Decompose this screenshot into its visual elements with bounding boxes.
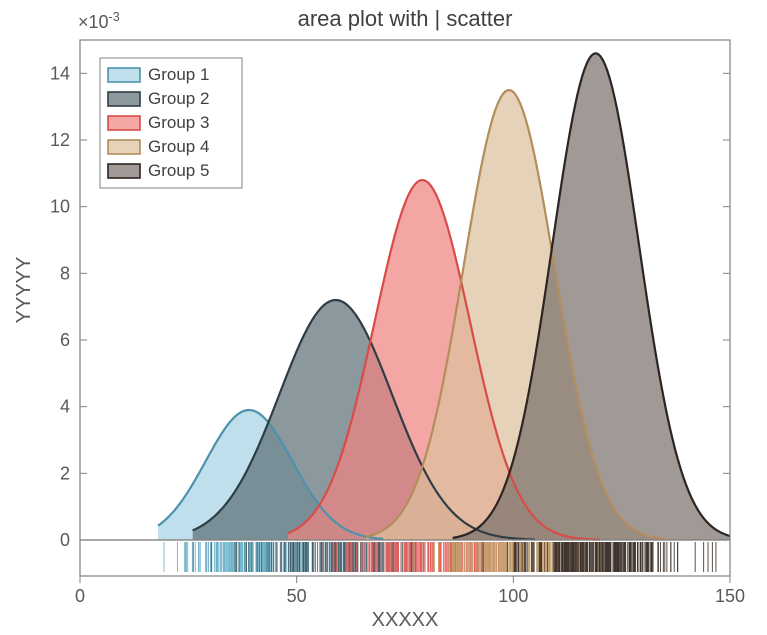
legend-swatch: [108, 68, 140, 82]
xtick-label: 50: [287, 586, 307, 606]
legend-swatch: [108, 164, 140, 178]
legend-label: Group 4: [148, 137, 209, 156]
ytick-label: 4: [60, 397, 70, 417]
rug-strip: [164, 542, 716, 572]
legend-swatch: [108, 116, 140, 130]
x-axis-label: XXXXX: [372, 609, 439, 631]
legend-swatch: [108, 92, 140, 106]
ytick-label: 10: [50, 197, 70, 217]
ytick-label: 12: [50, 130, 70, 150]
xtick-label: 100: [498, 586, 528, 606]
chart-title: area plot with | scatter: [298, 6, 513, 31]
legend: Group 1 Group 2 Group 3 Group 4 Group 5: [100, 58, 242, 188]
xtick-label: 0: [75, 586, 85, 606]
ytick-label: 0: [60, 530, 70, 550]
density-chart: area plot with | scatter ×10-3 0 2 4 6 8 10 12 14…: [0, 0, 767, 635]
legend-swatch: [108, 140, 140, 154]
chart-svg: area plot with | scatter ×10-3 0 2 4 6 8 10 12 14…: [0, 0, 767, 635]
legend-label: Group 1: [148, 65, 209, 84]
ytick-label: 2: [60, 463, 70, 483]
density-fills: [158, 53, 730, 540]
legend-label: Group 3: [148, 113, 209, 132]
y-axis-label: YYYYY: [13, 257, 35, 324]
legend-label: Group 5: [148, 161, 209, 180]
y-exponent: ×10-3: [78, 10, 120, 32]
legend-label: Group 2: [148, 89, 209, 108]
ytick-label: 8: [60, 263, 70, 283]
ytick-label: 14: [50, 63, 70, 83]
xtick-label: 150: [715, 586, 745, 606]
ytick-label: 6: [60, 330, 70, 350]
